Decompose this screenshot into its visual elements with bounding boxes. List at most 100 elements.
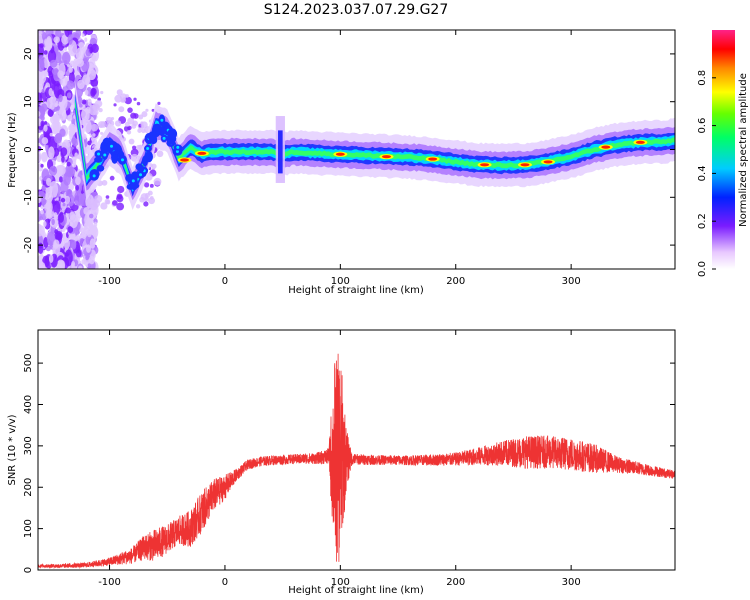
snr-x-axis: -100 0 100 200 300 [98, 330, 581, 588]
noise-blob [63, 47, 68, 51]
turbulence-core [97, 152, 101, 156]
noise-blob [48, 70, 53, 76]
noise-blob [67, 226, 74, 234]
noise-blob [86, 229, 92, 238]
noise-blob [54, 133, 63, 144]
turbulence-core [176, 145, 180, 149]
noise-blob [43, 50, 48, 55]
turbulence-core [121, 158, 125, 162]
noise-blob [140, 121, 148, 129]
noise-blob [46, 177, 52, 187]
noise-blob [41, 137, 49, 145]
noise-blob [65, 80, 75, 90]
hotspot [197, 151, 207, 155]
noise-blob [87, 140, 92, 146]
noise-blob [64, 195, 71, 204]
noise-blob [40, 115, 45, 121]
noise-blob [132, 145, 137, 150]
noise-blob [38, 110, 41, 117]
noise-blob [68, 66, 73, 73]
noise-blob [100, 202, 108, 210]
noise-blob [74, 190, 83, 206]
noise-blob [38, 223, 42, 231]
noise-blob [83, 119, 92, 133]
noise-blob [81, 108, 90, 122]
noise-blob [62, 202, 66, 207]
noise-blob [144, 192, 150, 198]
noise-blob [41, 184, 46, 192]
noise-blob [143, 182, 150, 188]
noise-blob [61, 51, 71, 65]
spectrogram-y-tick-label: 20 [23, 48, 34, 61]
noise-blob [45, 210, 52, 219]
noise-blob [109, 175, 115, 181]
noise-blob [83, 133, 87, 140]
noise-blob [98, 124, 103, 128]
noise-blob [53, 239, 60, 248]
noise-blob [38, 243, 43, 249]
noise-blob [40, 163, 44, 168]
hotspot [335, 152, 345, 156]
noise-blob [89, 46, 93, 54]
noise-blob [74, 152, 78, 159]
hotspot [428, 157, 438, 161]
noise-blob [81, 229, 87, 238]
noise-blob [64, 249, 73, 267]
noise-blob [75, 176, 81, 185]
noise-blob [38, 138, 41, 144]
noise-blob [52, 120, 62, 135]
snr-y-label: SNR (10 * v/v) [7, 414, 18, 485]
noise-blob [101, 180, 108, 186]
noise-blob [61, 156, 65, 163]
noise-blob [116, 193, 123, 200]
spectrogram-y-tick-label: 10 [23, 95, 34, 108]
spectrogram-x-tick-label: 200 [446, 276, 465, 287]
noise-blob [53, 212, 58, 219]
colorbar-tick-label: 0.2 [697, 213, 708, 229]
noise-blob [131, 123, 137, 129]
noise-blob [38, 105, 46, 117]
spectrogram-x-tick-label: 100 [331, 276, 350, 287]
hotspot [543, 160, 553, 164]
noise-blob [65, 207, 71, 214]
spectrogram-y-label: Frequency (Hz) [7, 112, 18, 188]
noise-blob [71, 261, 76, 268]
turbulence-blob [167, 128, 178, 140]
noise-blob [149, 183, 154, 188]
noise-blob [76, 58, 84, 67]
noise-blob [60, 147, 68, 157]
noise-blob [44, 120, 48, 125]
noise-blob [49, 180, 59, 198]
noise-blob [69, 211, 76, 221]
snr-x-tick-label: 300 [562, 577, 581, 588]
noise-blob [44, 37, 53, 52]
noise-blob [88, 255, 95, 265]
snr-y-tick-label: 400 [23, 395, 34, 414]
noise-blob [41, 31, 47, 41]
noise-blob [48, 254, 54, 264]
noise-blob [56, 155, 63, 163]
noise-blob [38, 228, 44, 237]
disturbance-core [278, 130, 283, 174]
noise-blob [94, 100, 103, 108]
noise-blob [66, 166, 76, 178]
noise-blob [38, 260, 44, 269]
noise-blob [151, 163, 157, 169]
noise-blob [105, 195, 110, 199]
noise-blob [43, 124, 48, 132]
noise-blob [51, 218, 55, 226]
spectral-ridge-band [74, 96, 675, 192]
colorbar-tick-label: 0.4 [697, 165, 708, 181]
noise-blob [46, 231, 56, 246]
snr-y-tick-label: 500 [23, 354, 34, 373]
snr-y-tick-label: 300 [23, 436, 34, 455]
noise-blob [156, 150, 164, 158]
noise-blob [66, 161, 71, 167]
noise-blob [55, 100, 59, 107]
noise-blob [77, 79, 85, 90]
noise-blob [125, 94, 129, 98]
spectrogram-x-tick-label: 0 [222, 276, 228, 287]
noise-blob [42, 221, 47, 227]
turbulence-blob [94, 156, 103, 163]
